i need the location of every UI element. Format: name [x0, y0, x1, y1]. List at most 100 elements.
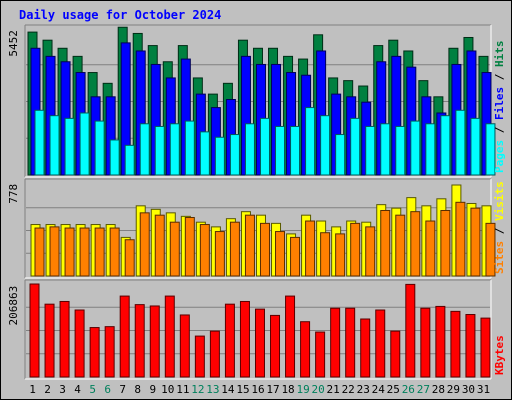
- series-kbytes: [29, 283, 491, 378]
- x-tick-label-6: 6: [104, 383, 111, 396]
- bar-sites-day-7: [124, 239, 135, 277]
- bar-pages-day-21: [335, 134, 346, 176]
- legend-kbytes: KBytes: [493, 335, 506, 375]
- bar-sites-day-2: [49, 226, 60, 277]
- x-tick-label-22: 22: [342, 383, 355, 396]
- panel-2-legend: Sites / Visits: [493, 181, 506, 274]
- x-tick-label-3: 3: [59, 383, 66, 396]
- bar-kbytes-day-4: [74, 309, 85, 378]
- x-tick-label-8: 8: [134, 383, 141, 396]
- legend-files: Files: [493, 87, 506, 120]
- bar-sites-day-23: [365, 226, 376, 277]
- bar-sites-day-29: [455, 201, 466, 277]
- bar-kbytes-day-7: [119, 295, 130, 378]
- bar-pages-day-17: [275, 125, 286, 176]
- bar-pages-day-11: [184, 120, 195, 176]
- bar-kbytes-day-22: [345, 307, 356, 378]
- panel-2: 778 Sites / Visits: [7, 178, 506, 279]
- bar-sites-day-9: [154, 214, 165, 277]
- x-tick-label-5: 5: [89, 383, 96, 396]
- bar-kbytes-day-18: [285, 295, 296, 378]
- bar-sites-day-17: [275, 231, 286, 277]
- bar-pages-day-12: [199, 131, 210, 176]
- bar-kbytes-day-6: [104, 326, 115, 378]
- bar-sites-day-20: [320, 232, 331, 277]
- x-tick-label-19: 19: [296, 383, 309, 396]
- panel-1-max-label: 5452: [7, 30, 20, 57]
- bar-kbytes-day-31: [480, 317, 491, 378]
- bar-sites-day-30: [470, 207, 481, 277]
- legend-hits: Hits: [493, 41, 506, 68]
- legend-pages: Pages: [493, 140, 506, 173]
- bar-kbytes-day-17: [270, 314, 281, 378]
- bar-sites-day-18: [290, 236, 301, 277]
- bar-pages-day-9: [154, 125, 165, 176]
- bar-kbytes-day-26: [405, 283, 416, 378]
- bar-kbytes-day-24: [375, 309, 386, 378]
- x-tick-label-9: 9: [149, 383, 156, 396]
- bar-kbytes-day-3: [59, 300, 70, 378]
- bar-kbytes-day-13: [209, 330, 220, 378]
- bar-kbytes-day-19: [300, 321, 311, 378]
- bar-pages-day-13: [214, 136, 225, 176]
- bar-pages-day-18: [290, 125, 301, 176]
- bar-sites-day-14: [229, 221, 240, 277]
- bar-kbytes-day-1: [29, 283, 40, 378]
- x-tick-label-21: 21: [327, 383, 340, 396]
- bar-sites-day-16: [259, 222, 270, 277]
- bar-kbytes-day-9: [149, 305, 160, 378]
- bar-kbytes-day-15: [239, 300, 250, 378]
- bar-pages-day-28: [440, 115, 451, 176]
- x-tick-label-12: 12: [191, 383, 204, 396]
- chart-panels: 5452 Pages / Files / Hits 778 Sites / Visit…: [7, 24, 506, 380]
- bar-pages-day-31: [485, 123, 496, 176]
- x-tick-label-24: 24: [372, 383, 386, 396]
- x-tick-label-14: 14: [221, 383, 235, 396]
- x-tick-label-11: 11: [176, 383, 189, 396]
- bar-pages-day-25: [395, 125, 406, 176]
- panel-3-legend: KBytes: [493, 335, 506, 375]
- panel-1: 5452 Pages / Files / Hits: [7, 24, 506, 178]
- bar-sites-day-25: [395, 214, 406, 277]
- bar-kbytes-day-12: [194, 335, 205, 378]
- legend-visits: Visits: [493, 181, 506, 221]
- panel-1-legend: Pages / Files / Hits: [493, 41, 506, 174]
- x-tick-label-4: 4: [74, 383, 81, 396]
- bar-kbytes-day-23: [360, 318, 371, 378]
- bar-kbytes-day-10: [164, 295, 175, 378]
- legend-separator: /: [493, 221, 506, 241]
- bar-sites-day-1: [34, 227, 45, 277]
- bar-pages-day-19: [305, 107, 316, 176]
- bar-sites-day-4: [79, 227, 90, 277]
- bar-sites-day-19: [305, 220, 316, 277]
- bar-pages-day-1: [34, 109, 45, 176]
- bar-sites-day-12: [199, 224, 210, 277]
- bar-pages-day-2: [49, 115, 60, 176]
- bar-pages-day-20: [320, 115, 331, 176]
- bar-sites-day-26: [410, 211, 421, 277]
- bar-sites-day-15: [244, 214, 255, 277]
- x-tick-label-17: 17: [266, 383, 279, 396]
- x-tick-label-20: 20: [312, 383, 325, 396]
- bar-pages-day-29: [455, 109, 466, 176]
- bar-pages-day-14: [229, 134, 240, 176]
- bar-pages-day-15: [244, 123, 255, 176]
- x-tick-label-18: 18: [281, 383, 294, 396]
- bar-kbytes-day-16: [254, 308, 265, 378]
- bar-kbytes-day-25: [390, 330, 401, 378]
- bar-kbytes-day-5: [89, 327, 100, 378]
- legend-sites: Sites: [493, 241, 506, 274]
- bar-sites-day-24: [380, 209, 391, 277]
- bar-kbytes-day-28: [435, 305, 446, 378]
- x-tick-label-2: 2: [44, 383, 51, 396]
- bar-sites-day-21: [335, 233, 346, 277]
- bar-kbytes-day-2: [44, 303, 55, 378]
- x-tick-label-15: 15: [236, 383, 249, 396]
- bar-pages-day-24: [380, 123, 391, 176]
- bar-kbytes-day-8: [134, 304, 145, 378]
- bar-kbytes-day-30: [465, 314, 476, 378]
- x-tick-label-7: 7: [119, 383, 126, 396]
- bar-kbytes-day-11: [179, 314, 190, 378]
- bar-sites-day-6: [109, 227, 120, 277]
